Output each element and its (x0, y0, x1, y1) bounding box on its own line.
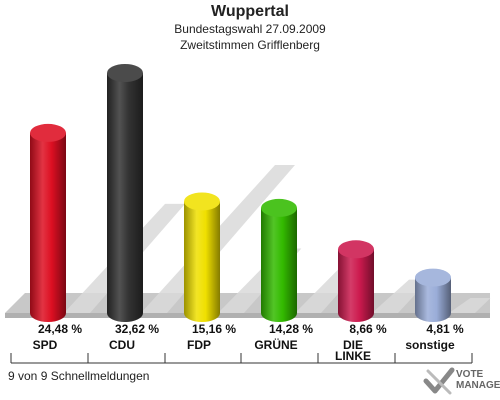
category-label-4: DIE (343, 338, 363, 352)
votemanager-logo: VOTE MANAGER (420, 366, 500, 398)
value-label-1: 32,62 % (115, 322, 159, 336)
category-label-5: sonstige (405, 338, 455, 352)
bar-1 (107, 73, 143, 313)
checkmark-icon (423, 367, 455, 395)
bar-top-0 (30, 123, 66, 142)
bar-bottom-2 (184, 304, 220, 322)
value-label-5: 4,81 % (426, 322, 464, 336)
bar-2 (184, 201, 220, 313)
logo-text: VOTE MANAGER (456, 369, 500, 391)
category-label-0: SPD (33, 338, 58, 352)
value-label-4: 8,66 % (349, 322, 387, 336)
bar-top-5 (415, 268, 451, 287)
footer-status: 9 von 9 Schnellmeldungen (8, 369, 150, 383)
bar-top-1 (107, 64, 143, 82)
bar-shadow (449, 297, 491, 313)
category-label-3: GRÜNE (254, 337, 297, 352)
logo-line2: MANAGER (456, 380, 500, 391)
chart-title: Wuppertal (211, 3, 289, 20)
chart-subtitle-election: Bundestagswahl 27.09.2009 (174, 22, 326, 36)
bar-top-2 (184, 192, 220, 211)
bar-bottom-1 (107, 304, 143, 322)
bar-bottom-4 (338, 304, 374, 322)
category-label-2: FDP (187, 338, 211, 352)
bar-top-4 (338, 240, 374, 259)
bar-bottom-3 (261, 304, 297, 322)
bar-shadow (372, 279, 430, 313)
chart-subtitle-district: Zweitstimmen Grifflenberg (180, 38, 320, 52)
value-label-2: 15,16 % (192, 322, 236, 336)
category-label-4: LINKE (335, 349, 371, 363)
bar-3 (261, 207, 297, 313)
logo-line1: VOTE (456, 369, 484, 380)
bar-bottom-0 (30, 304, 66, 322)
value-label-3: 14,28 % (269, 322, 313, 336)
value-label-0: 24,48 % (38, 322, 82, 336)
bar-4 (338, 249, 374, 313)
bar-bottom-5 (415, 304, 451, 322)
category-label-1: CDU (109, 338, 135, 352)
bar-top-3 (261, 198, 297, 217)
bar-0 (30, 132, 66, 313)
